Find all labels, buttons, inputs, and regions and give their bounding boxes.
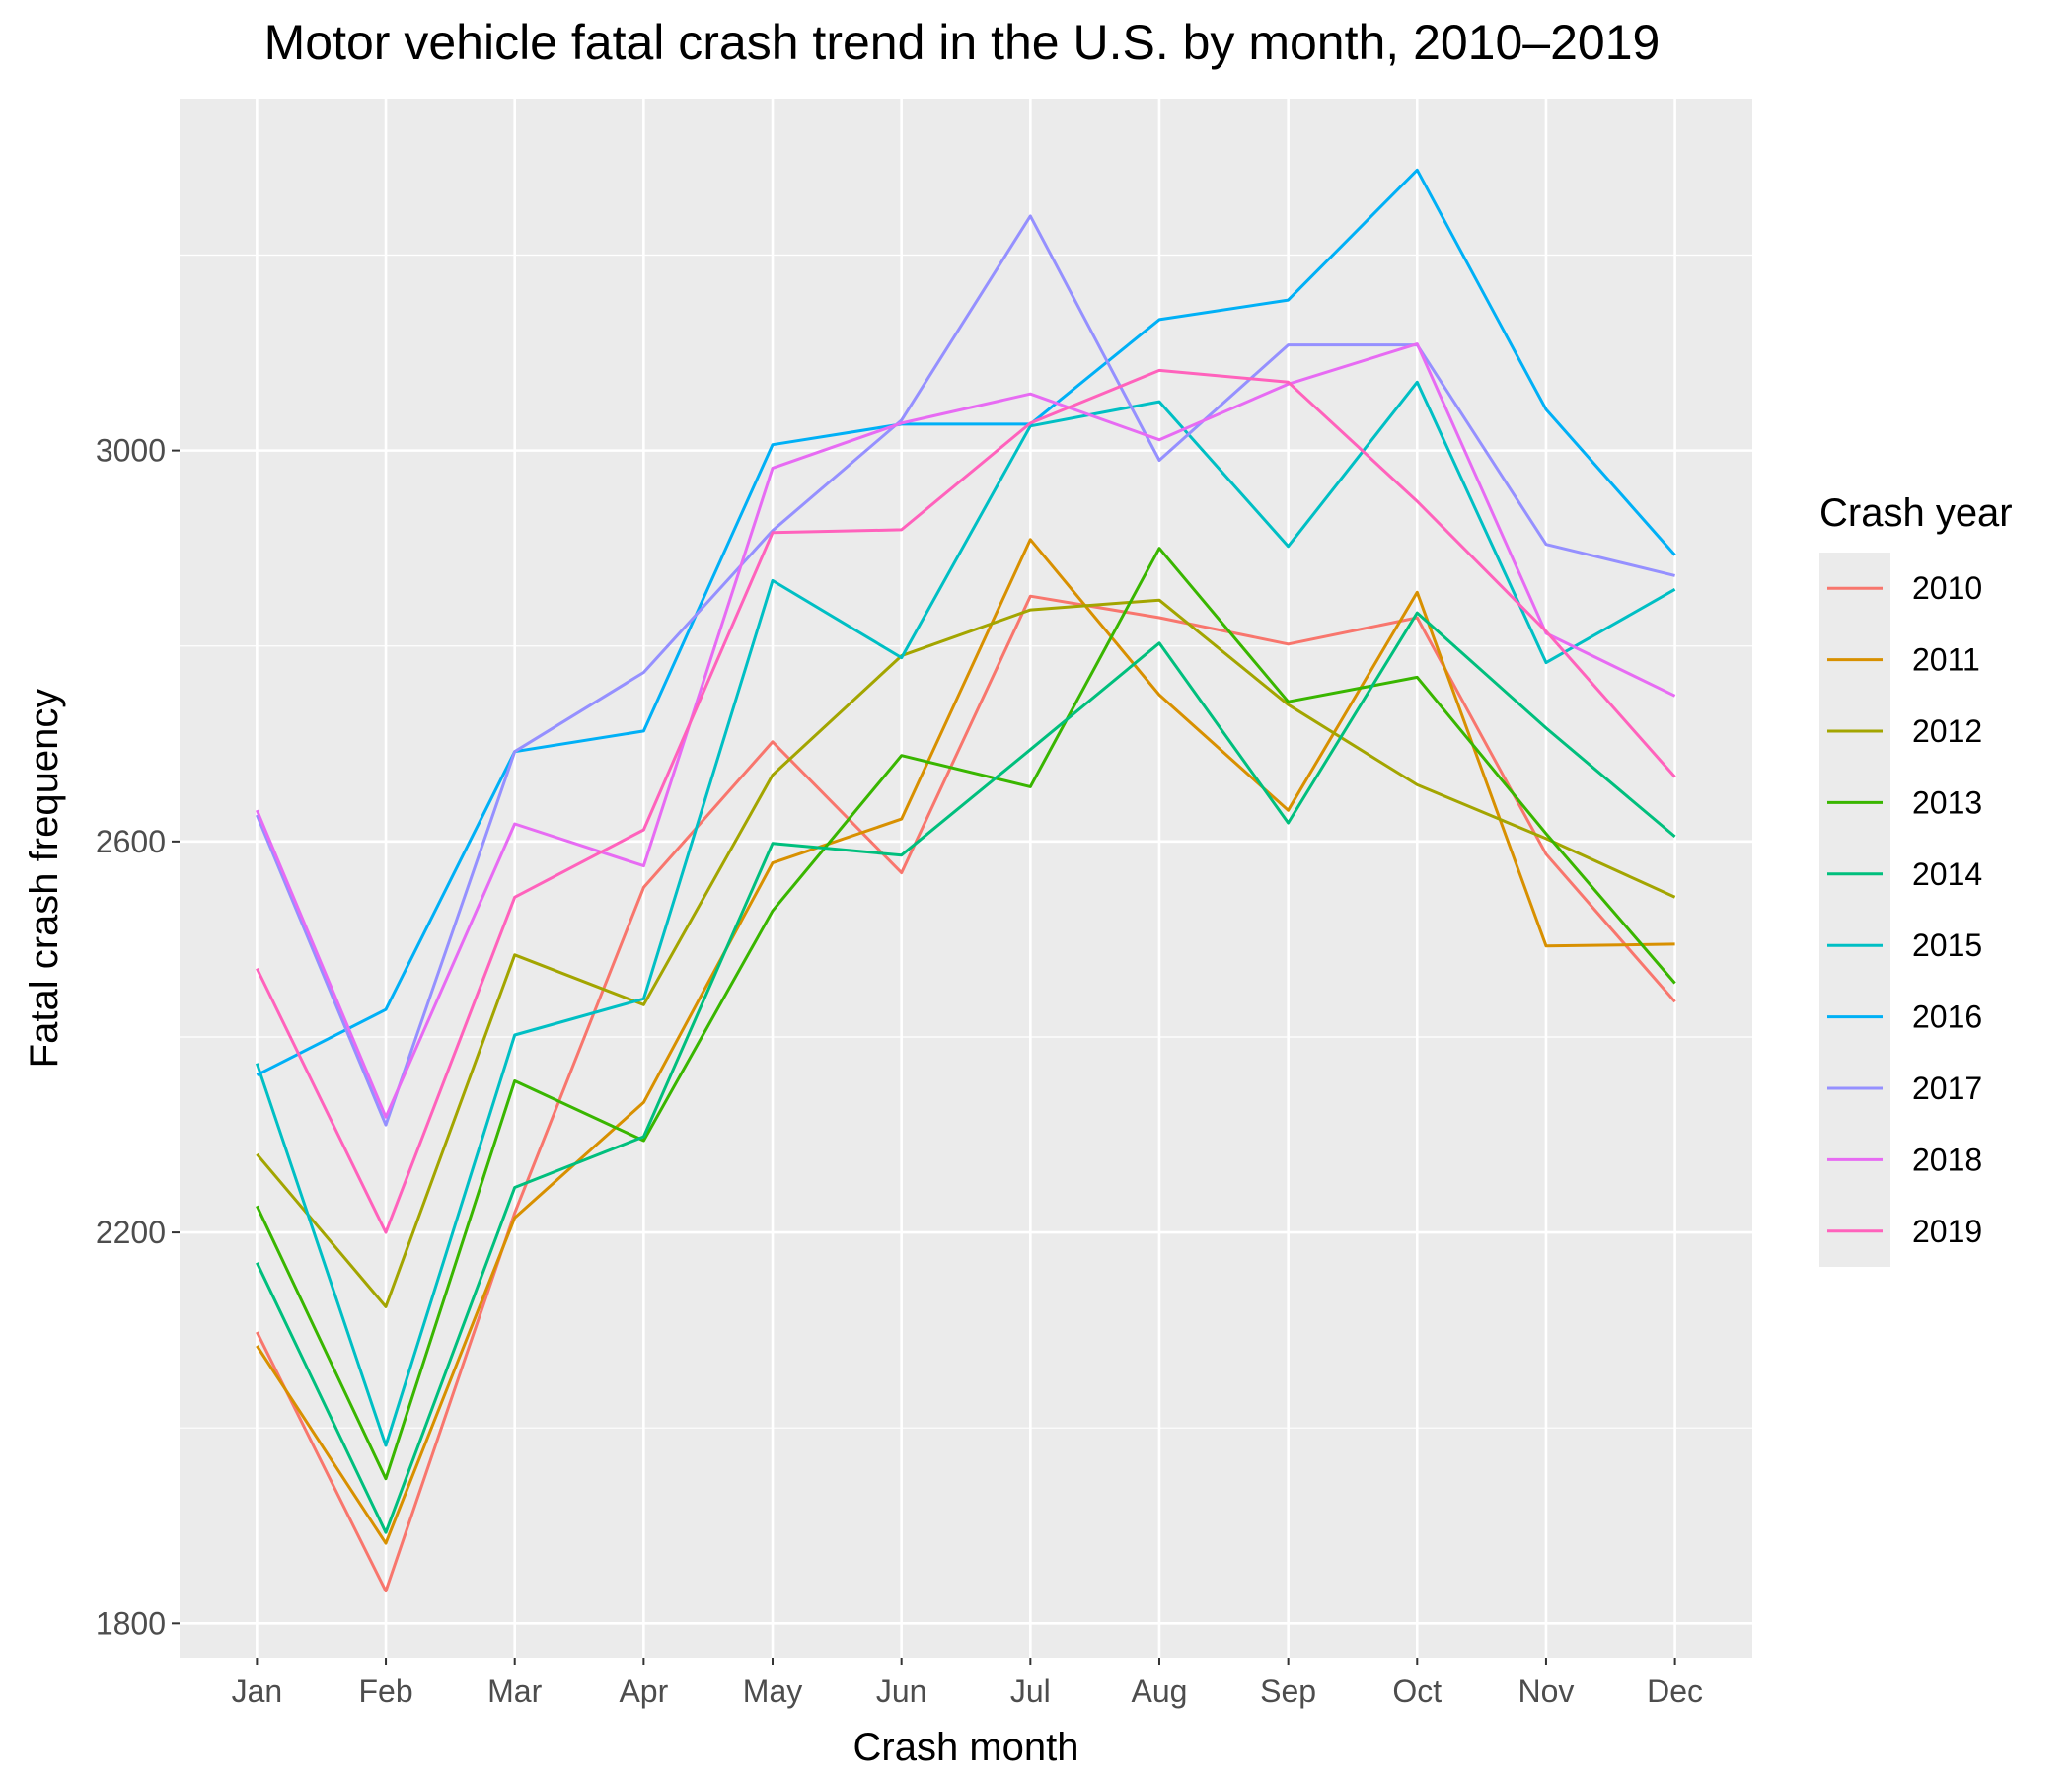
series-line-2012	[256, 598, 1676, 1308]
x-tick-label: Sep	[1260, 1673, 1316, 1709]
legend-title: Crash year	[1819, 491, 2013, 535]
x-tick-label: Jun	[876, 1673, 927, 1709]
legend-label-2018: 2018	[1912, 1142, 1982, 1177]
y-tick-label: 1800	[96, 1605, 166, 1641]
series-line-2016	[256, 168, 1676, 1076]
legend-label-2016: 2016	[1912, 999, 1982, 1035]
legend-label-2012: 2012	[1912, 713, 1982, 749]
plot-background	[180, 99, 1752, 1658]
x-tick-label: Dec	[1647, 1673, 1703, 1709]
y-tick-label: 2200	[96, 1215, 166, 1250]
legend-label-2019: 2019	[1912, 1214, 1982, 1249]
x-tick-label: Oct	[1392, 1673, 1442, 1709]
legend-label-2017: 2017	[1912, 1071, 1982, 1106]
legend-label-2015: 2015	[1912, 927, 1982, 963]
series-line-2019	[256, 368, 1676, 1234]
x-tick-label: Apr	[619, 1673, 668, 1709]
x-tick-label: Jul	[1010, 1673, 1051, 1709]
legend: Crash year 20102011201220132014201520162…	[1819, 491, 2013, 1267]
legend-items: 2010 2011 2012 2013 2014 2015 2016 2017 2018 2019	[1827, 570, 1982, 1249]
x-tick-label: Nov	[1517, 1673, 1574, 1709]
series-line-2011	[256, 538, 1675, 1545]
y-axis: 1800 2200 2600 3000	[96, 433, 180, 1641]
x-axis-title: Crash month	[853, 1726, 1079, 1769]
y-tick-label: 3000	[96, 433, 166, 469]
series-line-2013	[256, 547, 1676, 1481]
x-tick-label: Feb	[358, 1673, 412, 1709]
x-tick-label: May	[743, 1673, 802, 1709]
legend-key-background	[1819, 553, 1890, 1267]
series-lines	[255, 168, 1676, 1593]
series-line-2018	[256, 342, 1676, 1119]
series-line-2014	[256, 611, 1676, 1534]
y-tick-label: 2600	[96, 824, 166, 859]
x-tick-label: Mar	[487, 1673, 542, 1709]
series-line-2015	[255, 380, 1676, 1447]
legend-label-2010: 2010	[1912, 570, 1982, 606]
x-axis: Jan Feb Mar Apr May Jun Jul Aug Sep Oct Nov Dec	[232, 1658, 1703, 1709]
x-tick-label: Jan	[232, 1673, 283, 1709]
legend-label-2013: 2013	[1912, 784, 1982, 820]
chart-title: Motor vehicle fatal crash trend in the U…	[264, 15, 1661, 70]
legend-label-2011: 2011	[1912, 642, 1980, 678]
x-tick-label: Aug	[1132, 1673, 1188, 1709]
legend-label-2014: 2014	[1912, 856, 1982, 892]
y-axis-title: Fatal crash frequency	[23, 689, 66, 1069]
series-line-2017	[256, 214, 1675, 1127]
gridlines	[180, 99, 1752, 1658]
